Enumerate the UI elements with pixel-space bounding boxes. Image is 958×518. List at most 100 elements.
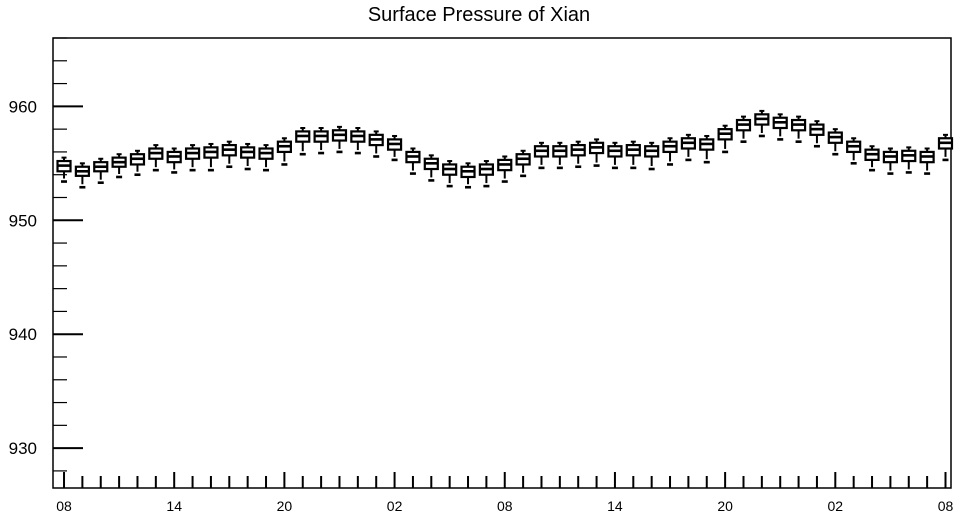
plot-frame — [52, 37, 952, 489]
box — [588, 138, 605, 167]
box-min-marker — [171, 171, 178, 174]
box — [699, 134, 715, 164]
box — [111, 153, 127, 179]
box-min-marker — [685, 158, 692, 162]
box — [258, 144, 274, 172]
box-min-marker — [299, 152, 306, 156]
box-min-marker — [648, 167, 655, 171]
box-min-marker — [428, 179, 435, 182]
box-min-marker — [667, 163, 674, 166]
box — [423, 154, 439, 182]
box — [717, 124, 733, 154]
box-min-marker — [758, 134, 765, 138]
box — [331, 125, 348, 154]
box — [460, 162, 476, 189]
box-min-marker — [593, 164, 600, 167]
box-min-marker — [79, 185, 86, 189]
box — [533, 141, 550, 170]
box — [148, 144, 164, 172]
x-tick-label: 08 — [938, 498, 954, 514]
box — [203, 142, 219, 172]
box — [570, 140, 586, 169]
box — [240, 142, 256, 171]
box — [552, 141, 568, 170]
x-tick-label: 14 — [166, 498, 182, 514]
box-min-marker — [887, 172, 894, 175]
box-min-marker — [942, 158, 949, 162]
box-min-marker — [97, 181, 104, 184]
box — [515, 149, 531, 178]
box-min-marker — [483, 184, 490, 188]
box-min-marker — [134, 173, 141, 177]
box — [937, 133, 954, 162]
box — [478, 160, 494, 188]
box — [166, 147, 182, 174]
box-min-marker — [924, 172, 931, 175]
box-min-marker — [189, 168, 196, 172]
x-tick-label: 08 — [497, 498, 513, 514]
box — [919, 147, 935, 175]
box — [497, 155, 513, 183]
box — [754, 109, 770, 138]
box — [772, 113, 788, 141]
box-min-marker — [575, 165, 582, 169]
box — [790, 115, 807, 143]
y-tick-label: 940 — [9, 325, 37, 344]
box-min-marker — [446, 184, 453, 188]
box — [295, 127, 311, 156]
x-tick-label: 08 — [56, 498, 72, 514]
box — [607, 141, 623, 170]
box-min-marker — [813, 144, 820, 148]
box-min-marker — [556, 166, 563, 170]
box-min-marker — [336, 150, 343, 154]
y-tick-label: 950 — [9, 211, 37, 230]
box — [442, 160, 458, 188]
chart-title: Surface Pressure of Xian — [367, 4, 591, 26]
box-min-marker — [777, 138, 784, 141]
box — [386, 134, 403, 162]
box-min-marker — [520, 174, 527, 178]
box — [129, 149, 146, 177]
box-min-marker — [207, 168, 214, 172]
box-min-marker — [373, 155, 380, 158]
x-axis: 08 14 20 02 08 14 20 02 08 — [56, 472, 953, 514]
box-min-marker — [630, 166, 637, 170]
box-series — [56, 109, 954, 189]
box-min-marker — [391, 158, 398, 162]
box — [368, 130, 384, 158]
x-tick-label: 20 — [277, 498, 293, 514]
box-min-marker — [226, 165, 233, 169]
box — [827, 128, 843, 156]
box — [864, 145, 880, 172]
box-min-marker — [869, 168, 876, 172]
box-min-marker — [905, 171, 912, 174]
box — [644, 141, 660, 171]
x-tick-label: 14 — [607, 498, 623, 514]
box-min-marker — [722, 150, 729, 154]
box-min-marker — [409, 172, 416, 175]
box-min-marker — [832, 152, 839, 156]
box — [680, 133, 696, 162]
box — [184, 144, 201, 172]
box — [405, 147, 421, 175]
box-min-marker — [740, 140, 747, 143]
box-min-marker — [152, 168, 159, 172]
box-min-marker — [501, 180, 508, 183]
box — [901, 146, 917, 174]
box-min-marker — [611, 166, 618, 170]
y-axis: 930 940 950 960 — [9, 37, 83, 472]
box-min-marker — [116, 175, 123, 179]
y-tick-label: 960 — [9, 97, 37, 116]
box-min-marker — [465, 185, 472, 189]
box — [93, 157, 109, 184]
box — [276, 137, 292, 166]
box — [809, 120, 825, 148]
x-tick-label: 20 — [717, 498, 733, 514]
box — [662, 137, 678, 166]
box — [882, 147, 898, 175]
box-min-marker — [318, 151, 325, 155]
box-min-marker — [703, 160, 710, 164]
box — [846, 137, 862, 165]
box-min-marker — [795, 140, 802, 143]
